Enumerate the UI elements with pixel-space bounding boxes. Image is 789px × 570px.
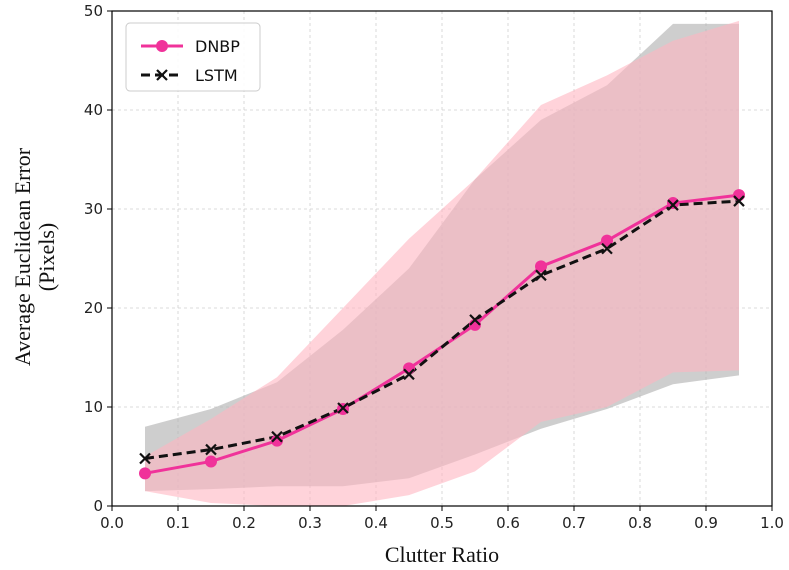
point-lstm <box>139 452 151 465</box>
y-tick-label: 30 <box>84 200 103 218</box>
y-axis-ticks: 0 10 20 30 40 50 <box>84 2 112 515</box>
point-dnbp <box>733 189 745 202</box>
y-axis-title-line1: Average Euclidean Error <box>10 147 35 366</box>
x-tick-label: 0.4 <box>364 514 388 532</box>
point-dnbp <box>601 234 613 247</box>
point-lstm <box>205 443 217 456</box>
x-tick-label: 0.2 <box>232 514 256 532</box>
point-lstm <box>271 430 283 443</box>
y-tick-label: 20 <box>84 299 103 317</box>
legend-lstm-marker <box>156 69 168 81</box>
x-axis-ticks: 0.0 0.1 0.2 0.3 0.4 0.5 0.6 0.7 0.8 0.9 1.0 <box>100 506 784 532</box>
point-dnbp <box>535 260 547 273</box>
y-tick-label: 0 <box>93 497 103 515</box>
y-tick-label: 50 <box>84 2 103 20</box>
legend-lstm-label: LSTM <box>195 66 238 85</box>
point-lstm <box>601 242 613 255</box>
x-tick-label: 0.6 <box>496 514 520 532</box>
point-dnbp <box>205 455 217 468</box>
x-tick-label: 0.7 <box>562 514 586 532</box>
y-tick-label: 40 <box>84 101 103 119</box>
legend: DNBP LSTM <box>125 22 261 92</box>
point-lstm <box>337 402 349 414</box>
x-tick-label: 0.5 <box>430 514 454 532</box>
legend-dnbp-marker <box>156 40 168 52</box>
x-tick-label: 0.9 <box>694 514 718 532</box>
legend-dnbp-label: DNBP <box>195 37 240 56</box>
confidence-bands <box>145 20 739 507</box>
band-dnbp <box>145 20 739 507</box>
point-dnbp <box>667 197 679 210</box>
x-tick-label: 0.1 <box>166 514 190 532</box>
series-markers <box>139 189 745 480</box>
line-lstm <box>144 199 740 460</box>
point-lstm <box>535 269 547 282</box>
x-tick-label: 0.8 <box>628 514 652 532</box>
x-tick-label: 0.3 <box>298 514 322 532</box>
x-tick-label: 0.0 <box>100 514 124 532</box>
point-lstm <box>667 199 679 211</box>
point-dnbp <box>403 362 415 375</box>
x-axis-title: Clutter Ratio <box>385 542 499 567</box>
point-dnbp <box>139 467 151 480</box>
legend-box <box>125 22 261 92</box>
x-tick-label: 1.0 <box>760 514 784 532</box>
y-tick-label: 10 <box>84 398 103 416</box>
point-lstm <box>733 195 745 207</box>
point-dnbp <box>271 434 283 447</box>
point-lstm <box>403 368 415 381</box>
y-axis-title-line2: (Pixels) <box>34 223 59 291</box>
point-lstm <box>469 314 481 326</box>
series-lines <box>144 193 740 475</box>
